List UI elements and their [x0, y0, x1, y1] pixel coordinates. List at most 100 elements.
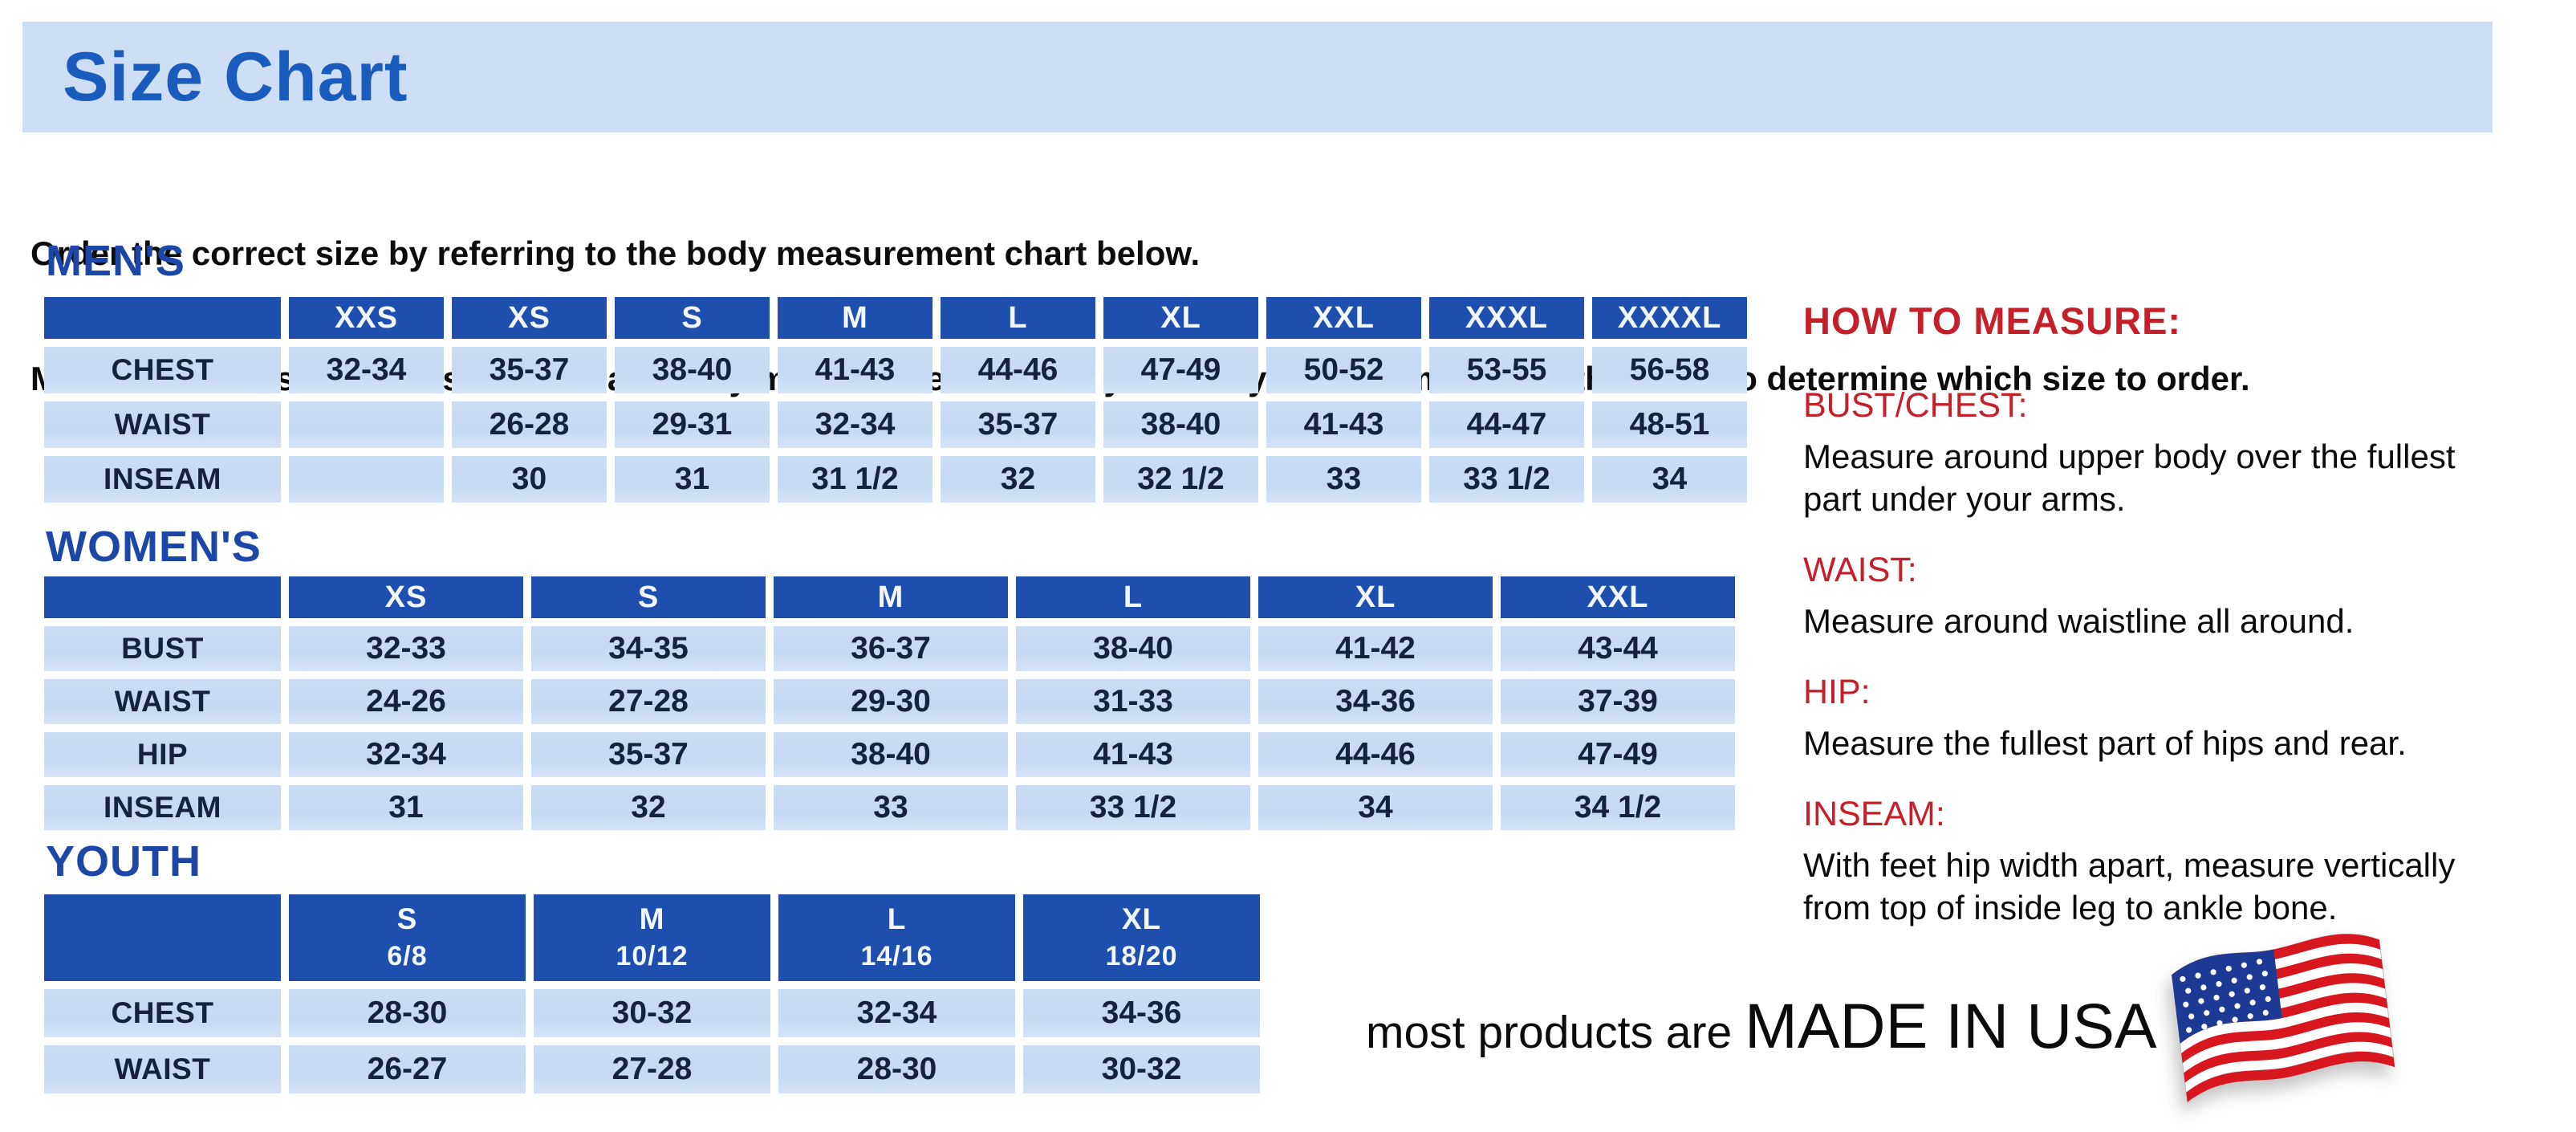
measurement-row-label: WAIST: [44, 401, 281, 448]
measure-label-waist: WAIST:: [1803, 551, 1917, 589]
page-title: Size Chart: [63, 39, 408, 116]
size-value-cell: 36-37: [774, 626, 1008, 671]
made-in-usa-line: most products are MADE IN USA: [1366, 989, 2157, 1063]
size-value-cell: 33: [1266, 456, 1421, 503]
size-value-cell: 28-30: [289, 989, 526, 1037]
size-value-cell: 41-42: [1258, 626, 1493, 671]
size-value-cell: 47-49: [1501, 732, 1735, 777]
size-value-cell: 34-36: [1258, 679, 1493, 724]
size-value-cell: 50-52: [1266, 347, 1421, 393]
size-value-cell: 34 1/2: [1501, 785, 1735, 830]
size-value-cell: 53-55: [1429, 347, 1584, 393]
size-value-cell: 31: [615, 456, 770, 503]
measurement-row-label: CHEST: [44, 989, 281, 1037]
size-value-cell: 44-46: [1258, 732, 1493, 777]
size-value-cell: 28-30: [778, 1045, 1015, 1093]
size-value-cell: [289, 401, 444, 448]
size-value-cell: 34-35: [531, 626, 766, 671]
size-value-cell: 34: [1592, 456, 1747, 503]
size-column-header: XS: [289, 576, 523, 618]
size-column-header: XS: [452, 297, 607, 339]
size-value-cell: 31-33: [1016, 679, 1250, 724]
size-value-cell: 32-34: [289, 347, 444, 393]
size-value-cell: 24-26: [289, 679, 523, 724]
measure-text-inseam: With feet hip width apart, measure verti…: [1803, 846, 2456, 926]
size-value-cell: 34: [1258, 785, 1493, 830]
size-value-cell: 33 1/2: [1016, 785, 1250, 830]
youth-section-heading: YOUTH: [46, 837, 201, 886]
size-value-cell: 48-51: [1592, 401, 1747, 448]
size-column-header: XXL: [1266, 297, 1421, 339]
size-value-cell: 27-28: [531, 679, 766, 724]
mens-section-heading: MEN'S: [46, 237, 185, 285]
size-value-cell: 38-40: [774, 732, 1008, 777]
size-value-cell: 38-40: [1103, 401, 1258, 448]
size-value-cell: 31 1/2: [778, 456, 932, 503]
size-value-cell: 27-28: [534, 1045, 770, 1093]
mens-size-table: XXS XS S M L XL XXL XXXL XXXXL CHEST 32-34 35-37 38-…: [36, 289, 1755, 511]
corner-header-cell: [44, 297, 281, 339]
size-value-cell: 35-37: [531, 732, 766, 777]
size-value-cell: 35-37: [941, 401, 1095, 448]
measurement-row-label: INSEAM: [44, 785, 281, 830]
title-banner: Size Chart: [22, 22, 2493, 132]
size-column-header: S: [615, 297, 770, 339]
size-value-cell: 38-40: [1016, 626, 1250, 671]
size-column-header: XXL: [1501, 576, 1735, 618]
measure-label-hip: HIP:: [1803, 673, 1871, 711]
size-column-header: XXXL: [1429, 297, 1584, 339]
size-value-cell: 26-27: [289, 1045, 526, 1093]
size-value-cell: 43-44: [1501, 626, 1735, 671]
usa-flag-icon: [2162, 931, 2403, 1120]
size-column-header: M: [774, 576, 1008, 618]
size-value-cell: 26-28: [452, 401, 607, 448]
made-in-usa-prefix: most products are: [1366, 1007, 1745, 1058]
size-column-header: XXXXL: [1592, 297, 1747, 339]
size-value-cell: 41-43: [1266, 401, 1421, 448]
made-in-usa-emphasis: MADE IN USA: [1745, 990, 2157, 1061]
size-value-cell: 34-36: [1023, 989, 1260, 1037]
size-column-header: XL 18/20: [1023, 894, 1260, 981]
measurement-row-label: CHEST: [44, 347, 281, 393]
size-value-cell: 32-34: [778, 401, 932, 448]
size-value-cell: 30: [452, 456, 607, 503]
intro-line-1: Order the correct size by referring to t…: [30, 234, 1201, 272]
corner-header-cell: [44, 894, 281, 981]
womens-size-table: XS S M L XL XXL BUST 32-33 34-35 36-37 38-40 41-42 4…: [36, 568, 1743, 838]
youth-size-table: S 6/8 M 10/12 L 14/16 XL 18/20 CHEST 28-30 30-32 32…: [36, 886, 1268, 1101]
size-column-header: XXS: [289, 297, 444, 339]
size-column-header: M: [778, 297, 932, 339]
how-to-measure-section: HOW TO MEASURE: BUST/CHEST: Measure arou…: [1803, 299, 2516, 929]
measurement-row-label: WAIST: [44, 1045, 281, 1093]
size-value-cell: 30-32: [534, 989, 770, 1037]
how-to-measure-heading: HOW TO MEASURE:: [1803, 299, 2182, 342]
size-value-cell: 29-31: [615, 401, 770, 448]
size-value-cell: 31: [289, 785, 523, 830]
size-value-cell: 32-33: [289, 626, 523, 671]
size-value-cell: 38-40: [615, 347, 770, 393]
measurement-row-label: BUST: [44, 626, 281, 671]
size-value-cell: 32: [941, 456, 1095, 503]
measurement-row-label: INSEAM: [44, 456, 281, 503]
size-value-cell: 33 1/2: [1429, 456, 1584, 503]
size-value-cell: 32-34: [778, 989, 1015, 1037]
size-column-header: S: [531, 576, 766, 618]
size-value-cell: 56-58: [1592, 347, 1747, 393]
size-value-cell: 32 1/2: [1103, 456, 1258, 503]
size-column-header: M 10/12: [534, 894, 770, 981]
measure-text-hip: Measure the fullest part of hips and rea…: [1803, 724, 2407, 762]
measure-label-inseam: INSEAM:: [1803, 795, 1945, 833]
size-value-cell: 44-47: [1429, 401, 1584, 448]
measure-text-bust-chest: Measure around upper body over the fulle…: [1803, 438, 2456, 518]
size-value-cell: 32-34: [289, 732, 523, 777]
size-column-header: XL: [1103, 297, 1258, 339]
size-value-cell: 41-43: [778, 347, 932, 393]
measurement-row-label: HIP: [44, 732, 281, 777]
size-value-cell: 41-43: [1016, 732, 1250, 777]
corner-header-cell: [44, 576, 281, 618]
measure-label-bust-chest: BUST/CHEST:: [1803, 386, 2028, 425]
size-column-header: L: [941, 297, 1095, 339]
size-value-cell: 47-49: [1103, 347, 1258, 393]
size-value-cell: 29-30: [774, 679, 1008, 724]
